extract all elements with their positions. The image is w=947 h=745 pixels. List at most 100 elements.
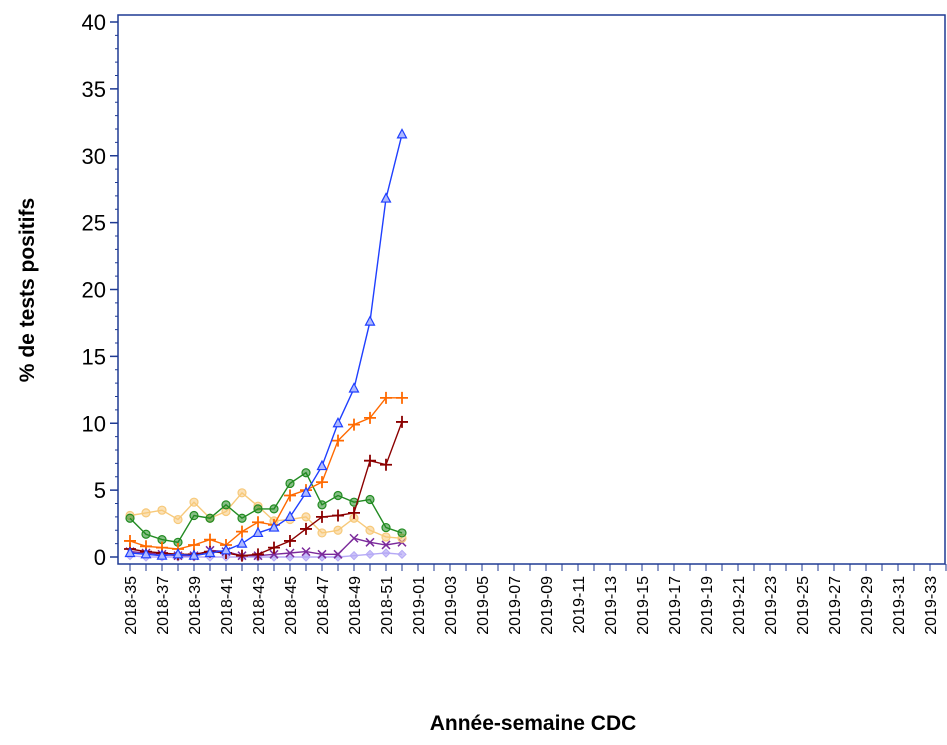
data-point [220,544,232,555]
data-point [301,468,311,478]
series-1 [124,391,408,555]
data-point [301,547,311,557]
x-tick-label: 2019-03 [443,576,460,635]
data-point [365,537,375,547]
data-point [317,549,327,559]
y-tick-label: 10 [82,411,106,436]
x-tick-label: 2019-17 [667,576,684,635]
x-tick-label: 2019-01 [411,576,428,635]
x-tick-label: 2019-13 [603,576,620,635]
data-point [284,510,296,521]
x-tick-label: 2019-05 [475,576,492,635]
x-tick-label: 2019-27 [827,576,844,635]
y-axis-title: % de tests positifs [16,198,39,382]
data-point [141,508,151,518]
data-point [189,510,199,521]
data-point [204,533,216,546]
x-tick-label: 2019-11 [571,576,588,634]
x-tick-label: 2018-39 [187,576,204,635]
data-point [172,548,184,559]
data-point [188,538,200,551]
data-point [124,546,136,558]
data-point [204,546,216,558]
data-point [332,509,344,522]
x-tick-label: 2019-31 [891,576,908,635]
series-line [129,421,403,557]
data-point [236,525,248,538]
data-point [380,192,392,203]
x-tick-label: 2019-07 [507,576,524,635]
data-point [365,525,375,535]
data-point [365,494,375,505]
data-point [189,497,199,507]
x-tick-label: 2019-33 [923,576,940,635]
x-tick-label: 2019-15 [635,576,652,635]
data-point [381,548,391,558]
y-tick-label: 0 [94,545,106,570]
data-point [237,488,247,498]
data-point [301,552,311,562]
data-point [381,522,391,533]
data-point [252,548,264,561]
data-point [364,411,376,424]
data-point [316,459,328,471]
data-point [397,528,407,538]
x-tick-label: 2019-23 [763,576,780,635]
data-point [157,505,167,515]
data-point [380,458,392,471]
data-point [365,549,375,560]
data-point [252,526,264,538]
series-line [129,134,403,557]
x-tick-label: 2018-35 [123,576,140,635]
data-point [156,549,168,560]
data-point [221,500,231,510]
data-point [173,514,183,525]
series-line [129,397,402,550]
series-line [129,471,403,544]
data-point [332,434,344,447]
data-point [348,506,360,519]
series-3 [125,468,407,547]
data-point [332,416,344,428]
data-point [285,548,295,558]
x-tick-label: 2019-21 [731,576,748,635]
data-point [269,504,279,514]
y-tick-label: 35 [82,77,106,102]
data-point [252,516,264,529]
data-point [316,510,328,523]
data-point [301,512,311,522]
y-tick-label: 25 [82,211,106,236]
data-point [285,552,295,562]
data-point [396,128,408,139]
x-tick-label: 2018-45 [283,576,300,635]
plot-frame [117,14,946,565]
data-point [396,415,408,428]
data-point [381,532,391,542]
data-point [396,391,408,404]
data-point [380,391,392,404]
data-point [285,478,295,489]
data-point [333,525,343,535]
series-4 [125,488,407,543]
data-point [141,529,151,539]
data-point [397,549,407,560]
data-point [268,541,280,554]
y-tick-label: 15 [82,344,106,369]
data-point [268,521,280,532]
data-point [236,537,248,548]
x-tick-label: 2018-47 [315,576,332,635]
data-point [364,315,376,326]
x-tick-label: 2019-29 [859,576,876,635]
x-tick-label: 2019-25 [795,576,812,635]
data-point [349,550,359,561]
data-point [237,513,247,523]
x-tick-label: 2019-19 [699,576,716,635]
x-axis-title: Année-semaine CDC [430,712,637,735]
data-point [333,549,343,559]
y-tick-label: 40 [82,10,106,35]
data-point [316,476,328,489]
y-tick-label: 5 [94,478,106,503]
data-point [253,504,263,514]
